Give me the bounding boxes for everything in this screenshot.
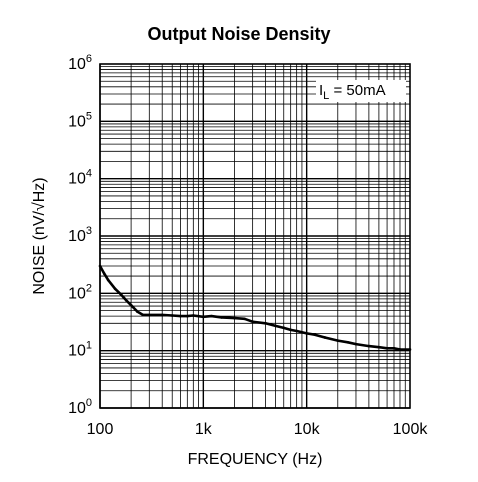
annotation-subscript: L [323,90,329,102]
data-point [202,315,205,319]
y-tick-base: 10 [68,56,86,73]
y-tick-base: 10 [68,285,86,302]
data-point [251,320,254,324]
data-point [305,332,308,335]
y-tick-exponent: 5 [86,110,92,122]
data-point [274,324,277,328]
y-tick-exponent: 2 [86,282,92,294]
y-tick-label: 102 [68,282,92,302]
y-tick-label: 101 [68,340,92,360]
data-point [367,344,371,348]
data-point [113,287,117,291]
data-point [295,329,298,333]
x-tick-label: 1k [195,421,213,438]
data-point [392,346,396,350]
annotation-prefix: I [319,82,323,99]
y-tick-exponent: 0 [86,397,92,409]
y-tick-base: 10 [68,343,86,360]
data-point [141,313,145,317]
data-point [119,293,123,296]
data-point [210,314,213,318]
data-point [192,314,195,317]
y-axis-label: NOISE (nV/√Hz) [31,177,48,294]
x-tick-label: 10k [294,421,321,438]
data-point [98,264,102,268]
y-tick-exponent: 4 [86,168,92,180]
y-tick-base: 10 [68,400,86,417]
data-point [346,340,350,344]
data-point [354,342,358,346]
y-tick-label: 105 [68,110,92,130]
y-tick-base: 10 [68,228,86,245]
data-point [125,299,128,302]
data-point [179,314,182,318]
plot-frame [99,63,411,409]
y-tick-base: 10 [68,113,86,130]
annotation-suffix: = 50mA [329,82,385,99]
data-point [313,333,317,336]
x-tick-label: 100 [87,421,114,438]
data-point [233,316,236,320]
grid [99,64,410,409]
data-point [264,322,267,325]
data-point [398,348,402,351]
chart-title: Output Noise Density [147,24,331,44]
y-tick-exponent: 3 [86,225,92,237]
current-annotation: IL = 50mA [319,82,386,102]
series-layer [98,264,412,351]
y-tick-label: 106 [68,53,92,73]
data-point [160,313,164,317]
data-point [106,278,110,282]
data-point [220,316,223,319]
data-point [148,313,151,317]
y-tick-exponent: 1 [86,340,92,352]
x-axis-label: FREQUENCY (Hz) [188,451,323,468]
y-tick-label: 104 [68,168,92,188]
data-point [136,310,139,313]
data-point [336,339,340,342]
x-tick-label: 100k [393,421,429,438]
data-point [408,348,412,351]
data-point [102,272,106,276]
annotation-background [316,80,406,102]
noise-curve [98,265,410,351]
data-point [323,336,327,339]
y-tick-base: 10 [68,171,86,188]
data-point [170,314,174,317]
data-point [377,345,381,349]
data-point [129,303,133,307]
data-point [186,314,189,318]
y-tick-exponent: 6 [86,53,92,65]
data-point [385,346,389,350]
y-tick-label: 103 [68,225,92,245]
data-point [282,326,286,330]
y-tick-label: 100 [68,397,92,417]
data-point [243,317,246,321]
data-point [289,328,292,332]
